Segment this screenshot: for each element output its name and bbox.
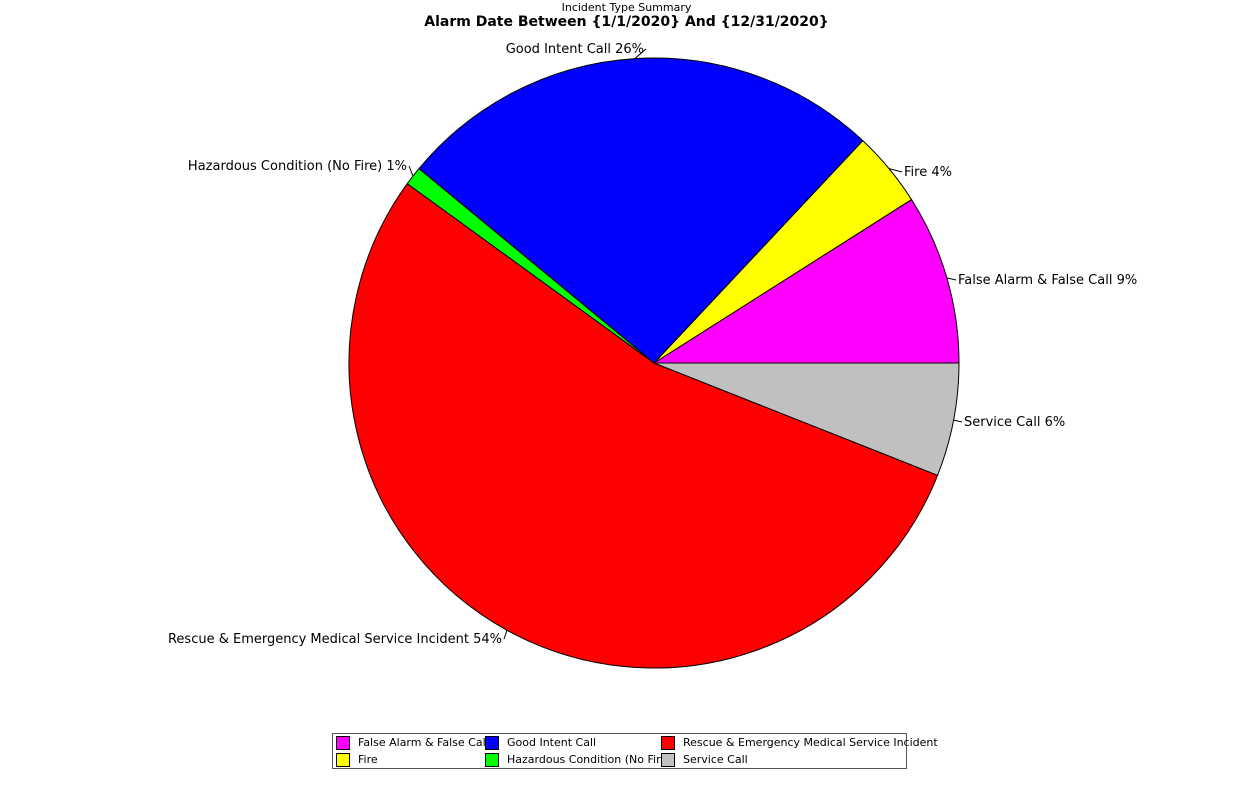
leader-line xyxy=(888,168,903,173)
legend-label: Fire xyxy=(358,753,378,766)
slice-label: False Alarm & False Call 9% xyxy=(958,273,1137,288)
legend-item-hazardous: Hazardous Condition (No Fire) xyxy=(485,753,671,767)
pie-slice-service-call xyxy=(653,362,960,476)
slice-label: Service Call 6% xyxy=(964,415,1065,430)
pie-slice-false-alarm-false-call xyxy=(652,198,960,364)
legend-item-rescue-ems: Rescue & Emergency Medical Service Incid… xyxy=(661,736,938,750)
legend-item-good-intent: Good Intent Call xyxy=(485,736,596,750)
legend-swatch xyxy=(661,753,675,767)
legend-label: Good Intent Call xyxy=(507,736,597,749)
leader-line xyxy=(503,630,508,640)
legend-label: Service Call xyxy=(683,753,748,766)
slice-label: Good Intent Call 26% xyxy=(506,42,644,57)
legend-item-false-alarm: False Alarm & False Call xyxy=(336,736,489,750)
legend-swatch xyxy=(485,736,499,750)
leader-line xyxy=(953,419,963,423)
legend-item-fire: Fire xyxy=(336,753,378,767)
legend-swatch xyxy=(336,753,350,767)
leader-line xyxy=(408,165,414,177)
chart-subtitle: Alarm Date Between {1/1/2020} And {12/31… xyxy=(424,14,829,30)
legend-swatch xyxy=(661,736,675,750)
legend-item-service-call: Service Call xyxy=(661,753,748,767)
legend-label: Hazardous Condition (No Fire) xyxy=(507,753,672,766)
leader-line xyxy=(634,48,647,59)
legend-label: False Alarm & False Call xyxy=(358,736,489,749)
slice-label: Hazardous Condition (No Fire) 1% xyxy=(188,159,407,174)
slice-label: Rescue & Emergency Medical Service Incid… xyxy=(168,632,502,647)
legend-swatch xyxy=(336,736,350,750)
legend-label: Rescue & Emergency Medical Service Incid… xyxy=(683,736,938,749)
chart-title: Incident Type Summary xyxy=(561,1,692,14)
slice-label: Fire 4% xyxy=(904,165,952,180)
legend: False Alarm & False Call Good Intent Cal… xyxy=(332,733,938,769)
pie-slice-good-intent-call xyxy=(418,57,864,364)
legend-swatch xyxy=(485,753,499,767)
leader-line xyxy=(946,277,957,281)
